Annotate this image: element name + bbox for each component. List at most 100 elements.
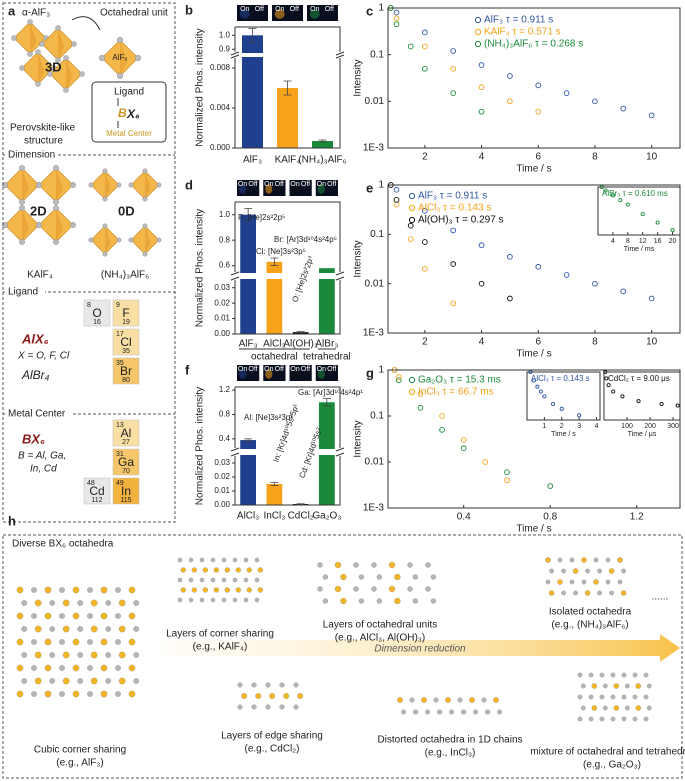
y-tick-label: 0.1 bbox=[370, 229, 384, 240]
error-bar bbox=[318, 139, 327, 143]
octa-face bbox=[56, 168, 63, 202]
break-mark bbox=[230, 447, 240, 457]
x-tick-label: 0.8 bbox=[543, 512, 557, 523]
ligand-box-b: B bbox=[118, 106, 127, 120]
atom bbox=[71, 41, 77, 47]
atom bbox=[62, 599, 70, 607]
atom bbox=[412, 574, 419, 580]
element-symbol: F bbox=[122, 306, 129, 320]
break-mark bbox=[335, 447, 345, 457]
octahedron bbox=[39, 25, 77, 63]
atom bbox=[643, 694, 649, 700]
octa-face bbox=[105, 226, 111, 254]
y-tick-label: 0.008 bbox=[210, 63, 231, 72]
atom bbox=[317, 586, 323, 592]
unit-name: AlF₆ bbox=[112, 53, 127, 62]
panel-letter: h bbox=[8, 513, 16, 528]
atom bbox=[72, 690, 80, 698]
atom bbox=[581, 579, 587, 585]
section-heading: Metal Center bbox=[8, 409, 66, 420]
atom bbox=[243, 557, 249, 563]
atom bbox=[643, 716, 649, 722]
data-point bbox=[504, 477, 510, 484]
data-point bbox=[478, 242, 485, 249]
x-tick-label: InCl₃ bbox=[263, 511, 285, 522]
data-point bbox=[535, 263, 542, 270]
element-number: 31 bbox=[116, 451, 124, 458]
atom bbox=[481, 697, 487, 703]
x-tick-label: AlCl₃ bbox=[263, 339, 285, 350]
legend-label: AlCl₃ τ = 0.143 s bbox=[418, 203, 491, 214]
atom bbox=[461, 709, 467, 715]
data-point bbox=[422, 29, 428, 36]
heading-bg bbox=[5, 149, 57, 161]
structure-name: Isolated octahedra bbox=[549, 607, 632, 618]
data-point bbox=[620, 105, 627, 112]
x-tick-label: (NH₄)₃AlF₆ bbox=[298, 155, 346, 166]
photo-label: Off bbox=[248, 181, 257, 188]
data-point bbox=[450, 65, 457, 72]
atom bbox=[180, 587, 186, 593]
atom bbox=[621, 568, 626, 574]
error-bar bbox=[296, 503, 305, 505]
y-tick-label: 1.2 bbox=[219, 385, 231, 394]
atom bbox=[79, 71, 85, 77]
data-point bbox=[659, 401, 664, 407]
atom bbox=[635, 683, 642, 689]
atom bbox=[115, 665, 121, 671]
atom bbox=[36, 222, 42, 228]
data-point bbox=[393, 9, 400, 16]
atom bbox=[401, 709, 407, 715]
data-point bbox=[439, 426, 445, 433]
atom bbox=[545, 557, 551, 563]
structure-name: Layers of octahedral units bbox=[323, 620, 438, 631]
structure-name: Cubic corner sharing bbox=[34, 745, 126, 756]
atom bbox=[2, 182, 8, 188]
atom bbox=[407, 586, 413, 592]
break-mark bbox=[335, 51, 345, 59]
data-point bbox=[620, 288, 627, 295]
bar bbox=[277, 88, 298, 148]
atom bbox=[632, 672, 638, 678]
atom bbox=[580, 683, 586, 689]
panel-letter: b bbox=[185, 2, 193, 17]
atom bbox=[632, 694, 638, 700]
atom bbox=[241, 693, 248, 699]
atom bbox=[199, 577, 205, 583]
y-tick-label: 1.0 bbox=[219, 30, 231, 39]
y-axis-label: Intensity bbox=[353, 420, 364, 457]
atom bbox=[608, 568, 615, 574]
atom bbox=[371, 562, 377, 568]
atom bbox=[133, 626, 140, 632]
x-tick-label: 0.4 bbox=[457, 512, 471, 523]
atom bbox=[102, 251, 108, 257]
data-point bbox=[535, 108, 542, 115]
atom bbox=[394, 573, 401, 581]
panel-a-frame bbox=[2, 2, 176, 523]
atom bbox=[116, 182, 122, 188]
atom bbox=[72, 586, 80, 594]
x-tick-label: 16 bbox=[654, 238, 662, 245]
plot-frame bbox=[387, 7, 681, 149]
atom bbox=[27, 19, 33, 25]
structure-name: Layers of edge sharing bbox=[221, 731, 323, 742]
atom bbox=[34, 625, 42, 633]
atom bbox=[188, 577, 194, 583]
legend-marker bbox=[408, 204, 416, 212]
y-axis-label: Normalized Phos. intensity bbox=[195, 28, 206, 146]
atom bbox=[34, 651, 42, 659]
atom bbox=[425, 586, 431, 592]
data-point bbox=[507, 253, 513, 260]
y-tick-label: 0.6 bbox=[219, 261, 231, 270]
data-point bbox=[450, 227, 457, 234]
atom bbox=[469, 697, 475, 703]
atom bbox=[246, 587, 252, 593]
atom bbox=[21, 600, 28, 606]
data-point bbox=[535, 82, 542, 89]
x-tick-label: 4 bbox=[479, 152, 485, 163]
y-axis-label: Intensity bbox=[353, 240, 364, 277]
atom bbox=[605, 557, 611, 563]
atom bbox=[421, 697, 427, 703]
